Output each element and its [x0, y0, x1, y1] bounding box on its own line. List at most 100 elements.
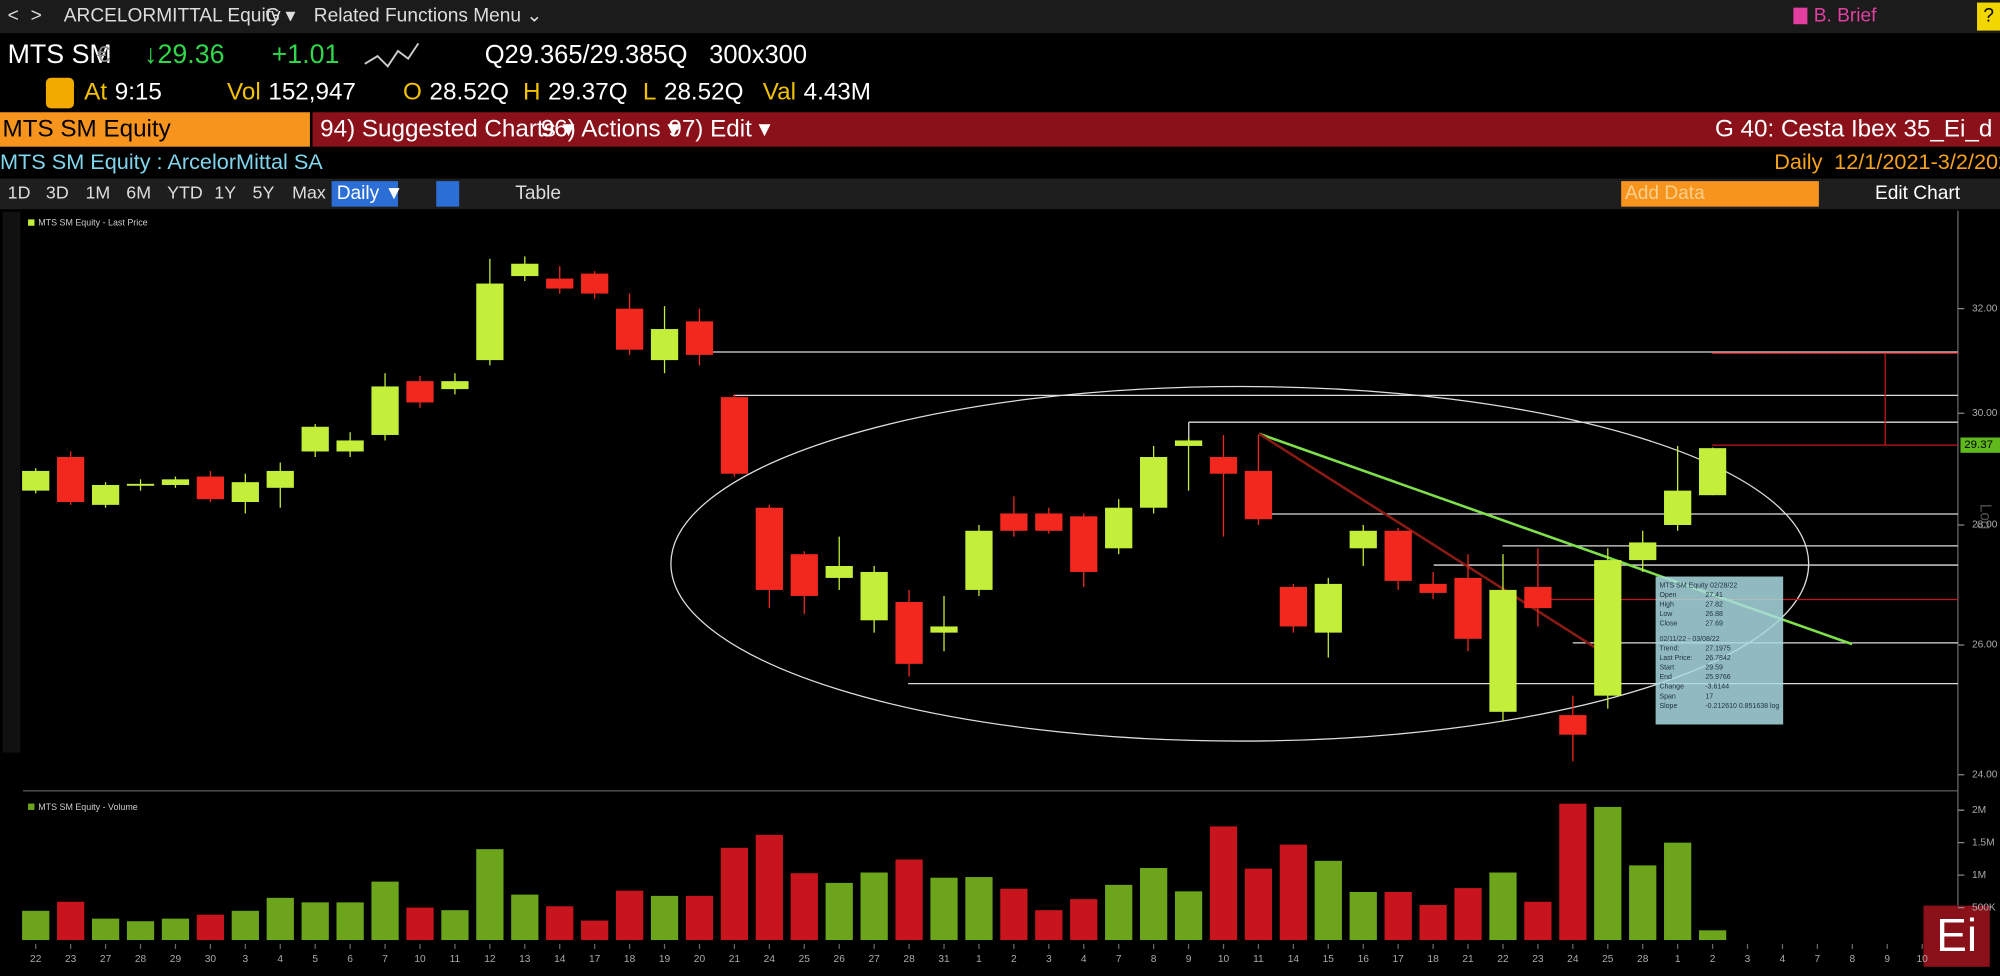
candle-body [1070, 516, 1098, 572]
volume-bar [1489, 872, 1517, 941]
range-button[interactable]: Max [292, 183, 326, 203]
edit-chart-button[interactable]: Edit Chart [1875, 183, 1961, 204]
candle-body [1140, 457, 1168, 508]
volume-bar [22, 910, 50, 941]
x-tick-label: 17 [1392, 954, 1404, 965]
volume-bar [1664, 842, 1692, 941]
date-range: 12/1/2021-3/2/2022 [1834, 149, 2000, 174]
range-button[interactable]: 3D [46, 183, 69, 203]
candle-body [1000, 513, 1028, 531]
x-tick-label: 10 [1218, 954, 1230, 965]
range-button[interactable]: 5Y [253, 183, 275, 203]
y-tick-label: 32.00 [1972, 303, 1998, 314]
x-tick-label: 28 [1637, 954, 1649, 965]
volume-bar [790, 873, 818, 941]
brief-link[interactable]: B. Brief [1814, 6, 1877, 27]
x-tick-label: 13 [519, 954, 531, 965]
volume-bar [860, 872, 888, 941]
volume-bar [546, 906, 574, 941]
legend-swatch [28, 803, 35, 810]
volume-bar [1035, 910, 1063, 941]
range-button[interactable]: 1M [85, 183, 110, 203]
tooltip-key: Close [1659, 621, 1677, 628]
x-tick-label: 4 [277, 954, 283, 965]
candle-body [1244, 470, 1273, 520]
tooltip-title: MTS SM Equity 02/28/22 [1659, 582, 1737, 589]
volume-bar [1594, 806, 1622, 941]
volume-bar [196, 914, 225, 941]
x-tick-label: 19 [659, 954, 671, 965]
candle-body [581, 273, 609, 294]
x-tick-label: 18 [1427, 954, 1439, 965]
range-button[interactable]: 6M [126, 183, 151, 203]
volume-bar [231, 910, 259, 941]
y-tick-label: 28.00 [1972, 520, 1998, 531]
y-tick-label: 24.00 [1972, 769, 1998, 780]
candle-body [91, 484, 120, 505]
candle-type-button[interactable] [436, 181, 460, 207]
range-button[interactable]: YTD [167, 183, 203, 203]
volume-bar [1174, 891, 1203, 941]
table-button[interactable]: Table [515, 183, 561, 204]
x-tick-label: 31 [938, 954, 950, 965]
candle-body [650, 329, 679, 361]
tooltip-value: 29.59 [1705, 665, 1723, 672]
volume-bar [1419, 904, 1447, 941]
candle-body [1698, 448, 1727, 496]
related-menu[interactable]: Related Functions Menu ⌄ [314, 6, 543, 27]
x-tick-label: 10 [1917, 954, 1929, 965]
x-tick-label: 20 [694, 954, 706, 965]
volume-bar [615, 890, 644, 941]
add-data-input[interactable]: Add Data [1625, 183, 1705, 204]
x-tick-label: 5 [312, 954, 318, 965]
x-tick-label: 8 [1849, 954, 1855, 965]
forward-button[interactable]: > [31, 6, 42, 27]
range-button[interactable]: 1Y [214, 183, 236, 203]
candle-body [1454, 577, 1482, 639]
volume-bar [930, 877, 958, 941]
help-button[interactable]: ? [1983, 6, 1994, 27]
drawing-tools[interactable] [2, 211, 21, 753]
g-menu[interactable]: G ▾ [265, 6, 295, 27]
candle-body [371, 386, 399, 435]
candle-body [1629, 542, 1657, 561]
price-panel-title: MTS SM Equity - Last Price [38, 218, 147, 228]
candle-body [825, 566, 853, 578]
add-data-box[interactable] [1621, 181, 1819, 207]
actions-menu[interactable]: 96) Actions ▾ [541, 116, 680, 143]
x-tick-label: 4 [1780, 954, 1786, 965]
x-tick-label: 7 [382, 954, 388, 965]
tooltip-value: 27.69 [1705, 621, 1723, 628]
stat-value: 28.52Q [664, 79, 743, 106]
back-button[interactable]: < [8, 6, 19, 27]
volume-bar [441, 910, 469, 941]
volume-bar [1140, 867, 1168, 941]
candle-body [1594, 560, 1622, 696]
tooltip-key: Slope [1659, 703, 1677, 710]
volume-bar [1244, 868, 1273, 941]
x-tick-label: 3 [242, 954, 248, 965]
range-button[interactable]: 1D [8, 183, 31, 203]
legend-swatch [28, 219, 35, 226]
tooltip-value: 27.82 [1705, 601, 1723, 608]
x-tick-label: 15 [1323, 954, 1335, 965]
x-tick-label: 30 [205, 954, 217, 965]
security-menu[interactable]: ARCELORMITTAL Equity ▾ [64, 6, 296, 27]
x-tick-label: 2 [1011, 954, 1017, 965]
candle-body [720, 397, 749, 474]
alert-icon[interactable] [45, 77, 74, 109]
volume-bar [1000, 888, 1028, 941]
volume-bar [1698, 930, 1727, 941]
volume-bar [1209, 826, 1238, 941]
volume-bar [1559, 803, 1587, 941]
volume-bar [91, 918, 120, 941]
suggested-charts[interactable]: 94) Suggested Charts ▾ [320, 116, 574, 143]
frequency-button[interactable]: Daily ▼ [337, 183, 404, 204]
logo-bg [1923, 905, 1990, 967]
tooltip-key: Span [1659, 693, 1675, 700]
volume-bar [755, 834, 783, 941]
x-tick-label: 24 [764, 954, 776, 965]
stat-label: O [403, 79, 422, 106]
candle-body [161, 479, 190, 485]
edit-menu[interactable]: 97) Edit ▾ [668, 116, 770, 143]
